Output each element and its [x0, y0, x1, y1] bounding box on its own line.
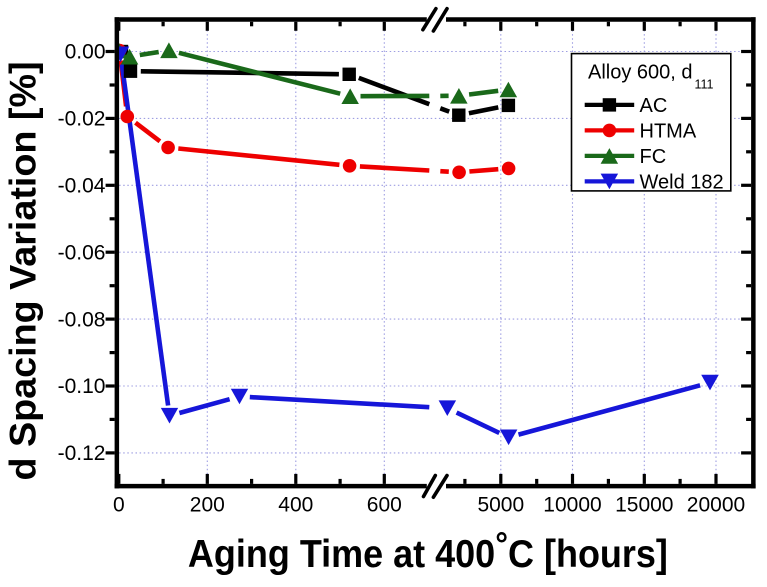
svg-text:5000: 5000: [477, 494, 524, 517]
svg-text:AC: AC: [640, 95, 668, 117]
svg-text:d Spacing Variation [%]: d Spacing Variation [%]: [2, 61, 44, 480]
svg-text:400: 400: [278, 494, 313, 517]
svg-text:-0.06: -0.06: [58, 241, 106, 264]
svg-text:0: 0: [113, 494, 125, 517]
svg-text:-0.02: -0.02: [58, 108, 106, 131]
svg-text:FC: FC: [640, 146, 667, 168]
svg-text:200: 200: [190, 494, 225, 517]
svg-text:0.00: 0.00: [65, 41, 106, 64]
svg-text:Alloy 600, d: Alloy 600, d: [588, 62, 693, 84]
svg-text:Weld 182: Weld 182: [640, 172, 724, 194]
svg-text:HTMA: HTMA: [640, 121, 697, 143]
svg-text:20000: 20000: [687, 494, 745, 517]
svg-text:-0.04: -0.04: [58, 175, 106, 198]
svg-text:-0.12: -0.12: [58, 442, 106, 465]
svg-text:-0.10: -0.10: [58, 375, 106, 398]
svg-text:-0.08: -0.08: [58, 308, 106, 331]
svg-text:15000: 15000: [615, 494, 673, 517]
svg-text:10000: 10000: [543, 494, 601, 517]
svg-text:111: 111: [695, 77, 714, 91]
svg-text:Aging Time at 400°C [hours]: Aging Time at 400°C [hours]: [188, 526, 668, 575]
svg-text:600: 600: [367, 494, 402, 517]
